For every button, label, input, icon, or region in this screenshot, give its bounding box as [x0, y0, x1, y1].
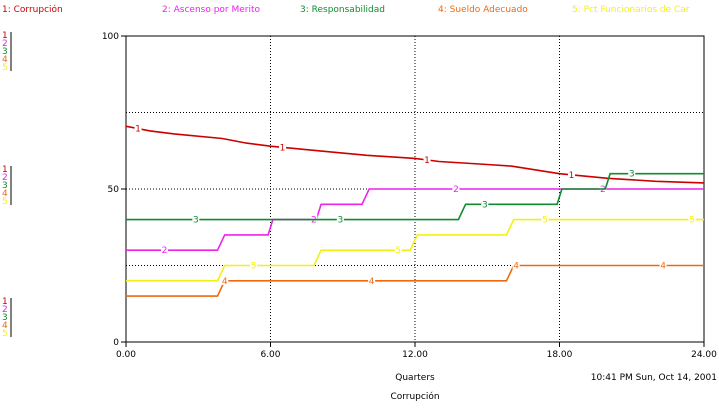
series-marker-3: 3 [482, 200, 488, 210]
legend-entry-3: 3: Responsabilidad [300, 5, 385, 15]
side-key-number: 1 [2, 165, 8, 175]
series-marker-1: 1 [135, 125, 141, 135]
series-marker-bg [659, 260, 667, 270]
side-key-number: 3 [2, 313, 8, 323]
side-key-number: 5 [2, 63, 8, 73]
series-marker-4: 4 [369, 277, 375, 287]
series-marker-1: 1 [569, 171, 575, 181]
legend-entry-1: 1: Corrupción [2, 4, 63, 15]
side-key-number: 2 [2, 173, 8, 183]
legend-entry-4: 4: Sueldo Adecuado [438, 5, 528, 15]
series-marker-bg [221, 275, 229, 285]
series-group: 1 1 1 1 2 2 2 2 3 3 3 3 4 4 4 4 5 5 5 5 [125, 123, 705, 297]
x-axis-label: Quarters [395, 373, 435, 383]
x-tick-label: 12.00 [402, 350, 428, 360]
series-line-4 [126, 264, 704, 297]
side-key-number: 5 [2, 329, 8, 339]
series-marker-3: 3 [337, 216, 343, 226]
series-marker-bg [481, 199, 489, 209]
series-marker-bg [568, 169, 576, 179]
series-marker-2: 2 [600, 185, 606, 195]
series-line-1 [125, 125, 705, 184]
side-key-number: 1 [2, 297, 8, 307]
series-marker-5: 5 [395, 246, 401, 256]
x-tick-label: 6.00 [260, 350, 280, 360]
series-marker-1: 1 [424, 156, 430, 166]
series-marker-bg [192, 214, 200, 224]
series-marker-bg [628, 168, 636, 178]
series-marker-bg [394, 245, 402, 255]
series-marker-bg [368, 275, 376, 285]
side-key-number: 2 [2, 305, 8, 315]
series-marker-bg [512, 260, 520, 270]
legend: 1: Corrupción 2: Ascenso por Merito 3: Res… [2, 4, 690, 15]
side-key-number: 3 [2, 181, 8, 191]
series-marker-bg [541, 214, 549, 224]
series-marker-5: 5 [251, 262, 257, 272]
x-tick-label: 0.00 [116, 350, 136, 360]
y-axis: 0 50 100 [102, 32, 126, 348]
series-marker-3: 3 [629, 170, 635, 180]
side-key-number: 1 [2, 31, 8, 41]
timestamp: 10:41 PM Sun, Oct 14, 2001 [591, 373, 717, 383]
side-key-number: 2 [2, 39, 8, 49]
series-marker-1: 1 [280, 143, 286, 153]
x-tick-label: 24.00 [691, 350, 717, 360]
x-axis: 0.00 6.00 12.00 18.00 24.00 [116, 342, 717, 360]
chart-title: Corrupción [390, 391, 439, 402]
side-key-number: 4 [2, 321, 8, 331]
legend-entry-2: 2: Ascenso por Merito [162, 5, 261, 15]
series-marker-bg [452, 184, 460, 193]
series-marker-bg [250, 260, 258, 270]
series-marker-bg [688, 214, 696, 224]
series-marker-bg [336, 214, 344, 224]
side-key-number: 3 [2, 47, 8, 57]
series-line-3 [126, 172, 704, 221]
series-marker-2: 2 [162, 246, 168, 256]
series-marker-3: 3 [193, 216, 199, 226]
series-marker-2: 2 [453, 185, 459, 195]
series-marker-5: 5 [689, 216, 695, 226]
series-marker-4: 4 [660, 262, 666, 272]
series-marker-bg [423, 154, 431, 164]
y-tick-label: 50 [108, 185, 120, 195]
x-tick-label: 18.00 [547, 350, 573, 360]
series-marker-4: 4 [222, 277, 228, 287]
side-key-number: 4 [2, 189, 8, 199]
series-marker-bg [279, 142, 287, 152]
legend-entry-5: 5: Pct Funcionarios de Car [572, 5, 690, 15]
y-tick-label: 100 [102, 32, 119, 42]
series-marker-bg [134, 123, 142, 133]
y-tick-label: 0 [113, 338, 119, 348]
series-marker-bg [161, 245, 169, 255]
series-line-5 [126, 218, 704, 282]
side-key-number: 4 [2, 55, 8, 65]
series-marker-2: 2 [311, 216, 317, 226]
series-marker-4: 4 [513, 262, 519, 272]
series-marker-5: 5 [542, 216, 548, 226]
side-key-number: 5 [2, 197, 8, 207]
